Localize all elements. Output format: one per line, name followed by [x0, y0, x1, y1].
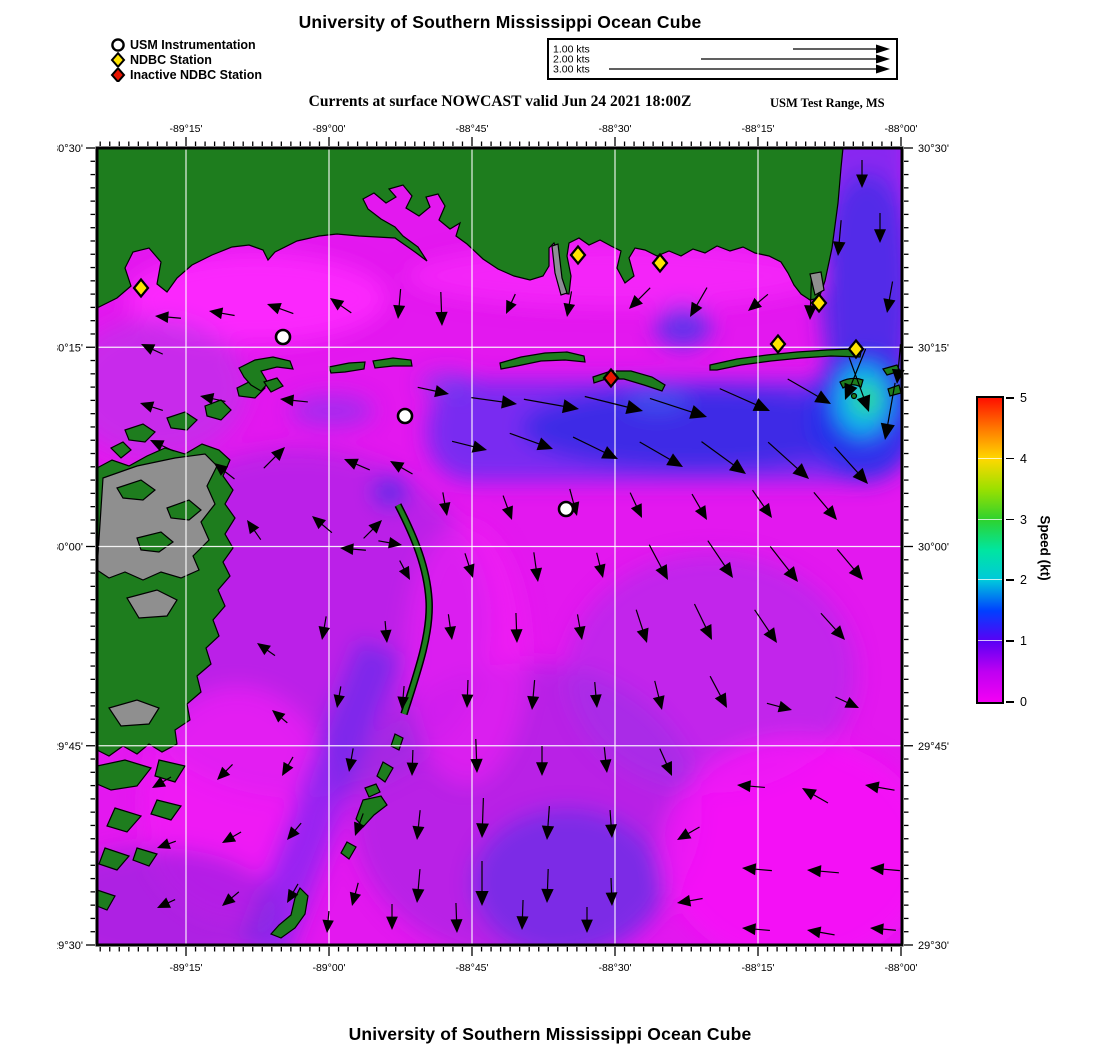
graticule: [97, 148, 902, 945]
svg-text:30°15': 30°15': [57, 342, 83, 354]
legend-row-ndbc: NDBC Station: [110, 52, 262, 67]
usm-instrumentation-marker: [274, 328, 292, 346]
svg-text:30°00': 30°00': [57, 542, 83, 554]
page-title-top: University of Southern Mississippi Ocean…: [298, 12, 702, 32]
legend-row-inactive: Inactive NDBC Station: [110, 67, 262, 82]
svg-text:30°30': 30°30': [57, 143, 83, 155]
cat-island: [238, 356, 294, 392]
colorbar: [976, 396, 1004, 704]
svg-text:-88°30': -88°30': [598, 962, 631, 974]
svg-text:29°30': 29°30': [57, 940, 83, 952]
svg-text:1.00 kts: 1.00 kts: [553, 44, 590, 56]
svg-text:-88°45': -88°45': [455, 962, 488, 974]
usm-instrumentation-marker: [396, 407, 414, 425]
vector-scale-box: 1.00 kts 2.00 kts 3.00 kts: [547, 38, 898, 80]
urban-gray-patch: [809, 271, 825, 296]
map-canvas: -89°15' -89°15' -89°00' -89°00' -88°45' -88°4…: [57, 123, 949, 974]
svg-text:29°45': 29°45': [57, 741, 83, 753]
legend-label: USM Instrumentation: [130, 37, 256, 52]
svg-text:29°45': 29°45': [918, 741, 949, 753]
ndbc-diamond-icon: [110, 52, 126, 67]
west-ship-island: [328, 361, 366, 374]
svg-text:-89°15': -89°15': [169, 123, 202, 135]
usm-circle-icon: [111, 38, 125, 52]
svg-text:30°30': 30°30': [918, 143, 949, 155]
page-title-bottom: University of Southern Mississippi Ocean…: [348, 1024, 752, 1044]
svg-text:-88°00': -88°00': [884, 962, 917, 974]
station-legend: USM Instrumentation NDBC Station Inactiv…: [110, 37, 262, 82]
dauphin-island: [709, 348, 862, 371]
svg-text:-89°00': -89°00': [312, 962, 345, 974]
horn-island: [499, 351, 586, 370]
axis-tick-labels: -89°15' -89°15' -89°00' -89°00' -88°45' -88°4…: [57, 123, 949, 974]
svg-text:-88°45': -88°45': [455, 123, 488, 135]
svg-text:30°15': 30°15': [918, 342, 949, 354]
plot-subtitle: Currents at surface NOWCAST valid Jun 24…: [308, 93, 692, 110]
river: [551, 243, 568, 296]
mainland: [97, 148, 844, 309]
range-label: USM Test Range, MS: [770, 96, 885, 110]
svg-text:-89°00': -89°00': [312, 123, 345, 135]
legend-row-usm: USM Instrumentation: [110, 37, 262, 52]
svg-text:-89°15': -89°15': [169, 962, 202, 974]
svg-text:-88°30': -88°30': [598, 123, 631, 135]
svg-text:-88°00': -88°00': [884, 123, 917, 135]
legend-label: NDBC Station: [130, 52, 212, 67]
usm-instrumentation-marker: [557, 500, 575, 518]
inactive-ndbc-diamond-icon: [110, 67, 126, 82]
colorbar-title: Speed (kt): [1037, 515, 1053, 581]
svg-text:-88°15': -88°15': [741, 123, 774, 135]
svg-text:30°00': 30°00': [918, 542, 949, 554]
svg-text:3.00 kts: 3.00 kts: [553, 64, 590, 76]
marsh-gray-patch: [126, 589, 178, 619]
axis-ticks: [86, 137, 913, 956]
svg-text:29°30': 29°30': [918, 940, 949, 952]
station-markers: [132, 244, 865, 518]
land-polygons: [97, 148, 902, 939]
current-vectors: [140, 160, 905, 939]
marsh-gray-patch: [108, 699, 160, 727]
legend-label: Inactive NDBC Station: [130, 67, 262, 82]
map-border: [95, 146, 904, 947]
svg-text:-88°15': -88°15': [741, 962, 774, 974]
east-ship-island: [372, 357, 413, 369]
svg-text:2.00 kts: 2.00 kts: [553, 54, 590, 66]
